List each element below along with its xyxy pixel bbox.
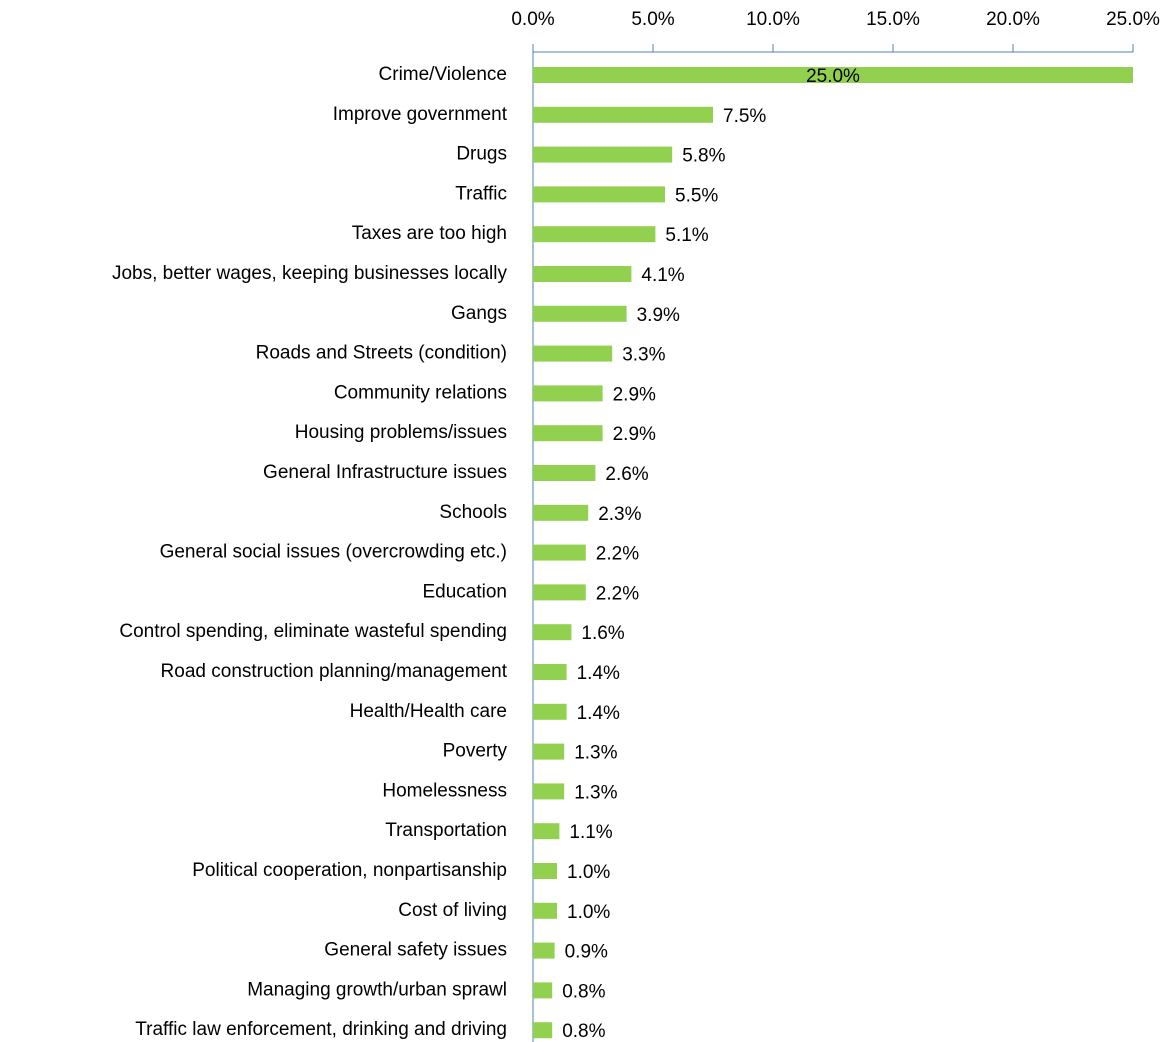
category-label: Roads and Streets (condition)	[256, 343, 507, 364]
bar	[533, 266, 632, 282]
x-tick-label: 5.0%	[631, 9, 674, 30]
bar	[533, 67, 1133, 83]
x-tick-label: 0.0%	[511, 9, 554, 30]
value-label: 2.6%	[605, 464, 648, 485]
category-label: Cost of living	[398, 900, 507, 921]
category-label: Road construction planning/management	[161, 661, 508, 682]
bar	[533, 703, 567, 720]
value-label: 1.3%	[574, 782, 617, 803]
category-label: Health/Health care	[350, 701, 507, 722]
value-label: 3.3%	[622, 345, 665, 366]
category-label: Transportation	[385, 820, 507, 841]
value-label: 4.1%	[641, 265, 684, 286]
bar	[533, 544, 586, 561]
value-label: 5.8%	[682, 146, 725, 167]
value-label: 5.1%	[665, 225, 708, 246]
category-label: Managing growth/urban sprawl	[247, 979, 507, 1000]
category-label: Poverty	[443, 741, 508, 762]
value-label: 1.3%	[574, 743, 617, 764]
bar	[533, 942, 555, 959]
bar	[533, 106, 713, 123]
bar	[533, 902, 557, 919]
bar	[533, 743, 565, 760]
value-label: 2.3%	[598, 504, 641, 525]
category-label: Taxes are too high	[352, 223, 507, 244]
value-label: 0.8%	[562, 981, 605, 1002]
bar	[533, 783, 565, 800]
value-label: 1.0%	[567, 862, 610, 883]
category-label: Improve government	[333, 104, 508, 125]
category-label: Gangs	[451, 303, 507, 324]
x-tick-label: 15.0%	[866, 9, 920, 30]
value-label: 25.0%	[806, 66, 860, 87]
category-label: Homelessness	[382, 780, 507, 801]
x-tick-label: 10.0%	[746, 9, 800, 30]
value-label: 1.6%	[581, 623, 624, 644]
category-label: Control spending, eliminate wasteful spe…	[119, 621, 507, 642]
bar	[533, 504, 589, 521]
category-label: Education	[422, 581, 507, 602]
category-label: Drugs	[456, 144, 507, 165]
category-label: Schools	[439, 502, 507, 523]
value-label: 7.5%	[723, 106, 766, 127]
value-label: 0.9%	[565, 942, 608, 963]
value-label: 3.9%	[637, 305, 680, 326]
value-label: 2.9%	[613, 384, 656, 405]
category-label: Political cooperation, nonpartisanship	[192, 860, 507, 881]
bar	[533, 186, 665, 203]
bar	[533, 1022, 553, 1039]
category-label: Traffic	[455, 183, 507, 204]
value-label: 1.4%	[577, 663, 620, 684]
value-label: 2.9%	[613, 424, 656, 445]
value-label: 2.2%	[596, 544, 639, 565]
bar	[533, 624, 572, 641]
bar	[533, 863, 557, 879]
category-label: General safety issues	[324, 940, 507, 961]
bar	[533, 305, 627, 322]
x-tick-label: 25.0%	[1106, 9, 1160, 30]
category-label: Jobs, better wages, keeping businesses l…	[112, 263, 508, 284]
bar	[533, 584, 586, 601]
value-label: 2.2%	[596, 583, 639, 604]
value-label: 1.4%	[577, 703, 620, 724]
value-label: 1.0%	[567, 902, 610, 923]
bar	[533, 465, 596, 481]
category-label: Community relations	[334, 382, 507, 403]
bar	[533, 345, 613, 362]
category-label: General social issues (overcrowding etc.…	[160, 542, 507, 563]
bar	[533, 385, 603, 402]
bar	[533, 982, 553, 999]
bar	[533, 823, 560, 840]
x-tick-label: 20.0%	[986, 9, 1040, 30]
value-label: 1.1%	[569, 822, 612, 843]
category-label: General Infrastructure issues	[263, 462, 507, 483]
value-label: 5.5%	[675, 185, 718, 206]
bar	[533, 146, 673, 163]
category-label: Traffic law enforcement, drinking and dr…	[135, 1019, 507, 1040]
bar	[533, 226, 656, 243]
bar	[533, 425, 603, 442]
value-label: 0.8%	[562, 1021, 605, 1042]
category-label: Housing problems/issues	[295, 422, 507, 443]
bar	[533, 664, 567, 680]
category-label: Crime/Violence	[379, 64, 507, 85]
